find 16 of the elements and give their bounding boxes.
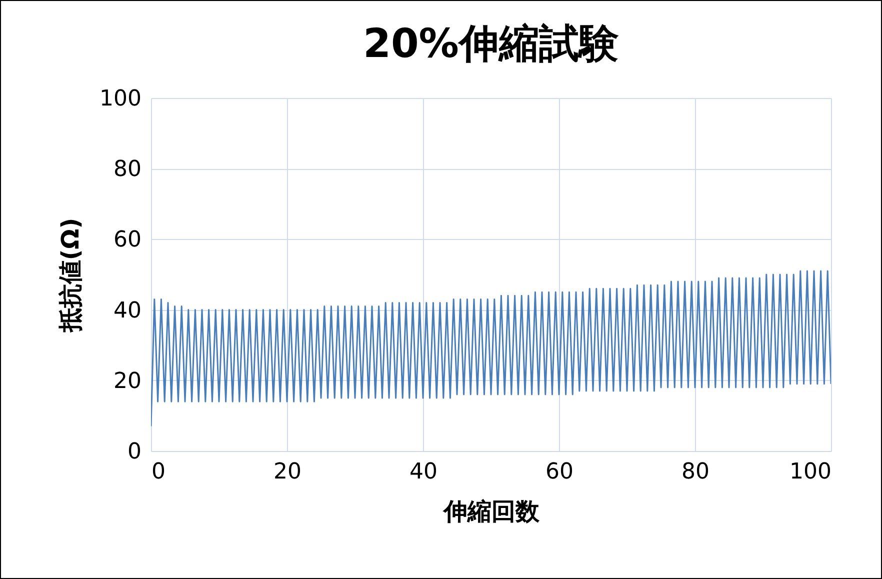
y-tick-label: 100 [100,86,142,112]
y-tick-label: 80 [114,157,142,182]
x-tick-label: 100 [790,460,832,484]
x-axis-title: 伸縮回数 [442,498,540,526]
line-series [151,270,831,428]
y-tick-label: 0 [128,440,142,464]
x-tick-label: 80 [682,460,710,484]
y-tick-label: 20 [114,368,142,394]
y-tick-label: 60 [114,228,142,253]
x-tick-label: 0 [152,460,166,484]
chart-title: 20%伸縮試験 [363,21,619,67]
y-axis-title: 抵抗値(Ω) [56,218,85,334]
x-tick-label: 20 [274,460,302,484]
y-tick-label: 40 [114,298,142,324]
x-tick-label: 60 [546,460,574,484]
x-tick-label: 40 [410,460,438,484]
